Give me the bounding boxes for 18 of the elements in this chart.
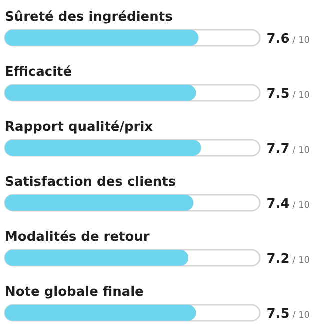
text: / 10	[290, 146, 310, 156]
data-label: 7.4	[266, 197, 290, 212]
data-label: 7.6	[266, 32, 290, 47]
data-label: 7.5	[266, 87, 290, 102]
y-tick-label: Modalités de retour	[5, 230, 150, 245]
y-tick-label: Note globale finale	[5, 285, 144, 300]
text: / 10	[290, 91, 310, 101]
data-label: 7.7	[266, 142, 290, 157]
data-label: 7.5	[266, 307, 290, 322]
y-tick-label: Rapport qualité/prix	[5, 120, 154, 135]
text: / 10	[290, 201, 310, 211]
data-label: 7.2	[266, 252, 290, 267]
y-tick-label: Efficacité	[5, 65, 72, 80]
text: / 10	[290, 36, 310, 46]
y-tick-label: Sûreté des ingrédients	[5, 10, 174, 25]
text: / 10	[290, 311, 310, 321]
y-tick-label: Satisfaction des clients	[5, 175, 176, 190]
text: / 10	[290, 256, 310, 266]
